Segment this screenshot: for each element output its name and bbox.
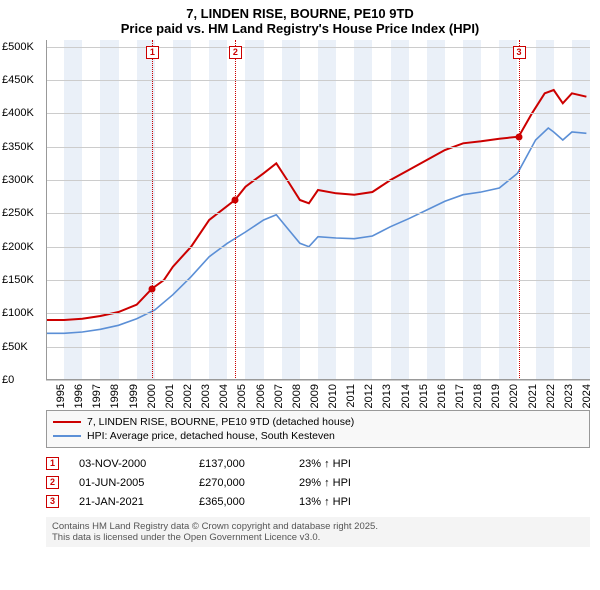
- legend-item: 7, LINDEN RISE, BOURNE, PE10 9TD (detach…: [53, 415, 583, 429]
- footer: Contains HM Land Registry data © Crown c…: [46, 517, 590, 547]
- legend: 7, LINDEN RISE, BOURNE, PE10 9TD (detach…: [46, 410, 590, 448]
- legend-label: HPI: Average price, detached house, Sout…: [87, 430, 335, 442]
- title-line-2: Price paid vs. HM Land Registry's House …: [0, 21, 600, 36]
- footer-line-1: Contains HM Land Registry data © Crown c…: [52, 521, 584, 532]
- y-tick-label: £300K: [2, 174, 34, 186]
- event-date: 01-JUN-2005: [79, 477, 179, 489]
- y-tick-label: £500K: [2, 41, 34, 53]
- legend-item: HPI: Average price, detached house, Sout…: [53, 429, 583, 443]
- reference-line: [519, 40, 520, 380]
- legend-swatch: [53, 421, 81, 423]
- events-table: 1 03-NOV-2000 £137,000 23% ↑ HPI 2 01-JUN-200…: [46, 454, 590, 511]
- series-line-property: [46, 90, 586, 320]
- series-line-hpi: [46, 128, 586, 333]
- y-tick-label: £400K: [2, 107, 34, 119]
- grid-line: [46, 213, 590, 214]
- footer-line-2: This data is licensed under the Open Gov…: [52, 532, 584, 543]
- y-tick-label: £100K: [2, 307, 34, 319]
- sale-dot: [515, 133, 522, 140]
- y-tick-label: £50K: [2, 341, 28, 353]
- event-row: 1 03-NOV-2000 £137,000 23% ↑ HPI: [46, 454, 590, 473]
- event-price: £365,000: [199, 496, 279, 508]
- event-pct: 13% ↑ HPI: [299, 496, 351, 508]
- sale-marker: 2: [229, 46, 242, 59]
- event-marker: 2: [46, 476, 59, 489]
- grid-line: [46, 47, 590, 48]
- y-tick-label: £450K: [2, 74, 34, 86]
- plot-area: £0£50K£100K£150K£200K£250K£300K£350K£400…: [46, 40, 590, 380]
- sale-marker: 1: [146, 46, 159, 59]
- event-row: 3 21-JAN-2021 £365,000 13% ↑ HPI: [46, 492, 590, 511]
- reference-line: [235, 40, 236, 380]
- line-svg: [46, 40, 590, 380]
- grid-line: [46, 280, 590, 281]
- chart-container: 7, LINDEN RISE, BOURNE, PE10 9TD Price p…: [0, 0, 600, 590]
- title-block: 7, LINDEN RISE, BOURNE, PE10 9TD Price p…: [0, 0, 600, 36]
- event-price: £270,000: [199, 477, 279, 489]
- y-tick-label: £150K: [2, 274, 34, 286]
- y-tick-label: £250K: [2, 207, 34, 219]
- grid-line: [46, 347, 590, 348]
- event-row: 2 01-JUN-2005 £270,000 29% ↑ HPI: [46, 473, 590, 492]
- reference-line: [152, 40, 153, 380]
- event-pct: 23% ↑ HPI: [299, 458, 351, 470]
- grid-line: [46, 147, 590, 148]
- chart-area: £0£50K£100K£150K£200K£250K£300K£350K£400…: [46, 40, 590, 410]
- event-price: £137,000: [199, 458, 279, 470]
- x-tick-label: 2024: [581, 384, 600, 408]
- sale-dot: [148, 285, 155, 292]
- event-marker: 1: [46, 457, 59, 470]
- grid-line: [46, 80, 590, 81]
- legend-swatch: [53, 435, 81, 437]
- event-pct: 29% ↑ HPI: [299, 477, 351, 489]
- y-axis: [46, 40, 47, 380]
- grid-line: [46, 113, 590, 114]
- legend-label: 7, LINDEN RISE, BOURNE, PE10 9TD (detach…: [87, 416, 354, 428]
- x-axis: [46, 379, 590, 380]
- y-tick-label: £0: [2, 374, 14, 386]
- event-date: 21-JAN-2021: [79, 496, 179, 508]
- title-line-1: 7, LINDEN RISE, BOURNE, PE10 9TD: [0, 6, 600, 21]
- grid-line: [46, 313, 590, 314]
- y-tick-label: £350K: [2, 141, 34, 153]
- sale-marker: 3: [513, 46, 526, 59]
- event-date: 03-NOV-2000: [79, 458, 179, 470]
- sale-dot: [231, 197, 238, 204]
- grid-line: [46, 180, 590, 181]
- event-marker: 3: [46, 495, 59, 508]
- grid-line: [46, 380, 590, 381]
- y-tick-label: £200K: [2, 241, 34, 253]
- grid-line: [46, 247, 590, 248]
